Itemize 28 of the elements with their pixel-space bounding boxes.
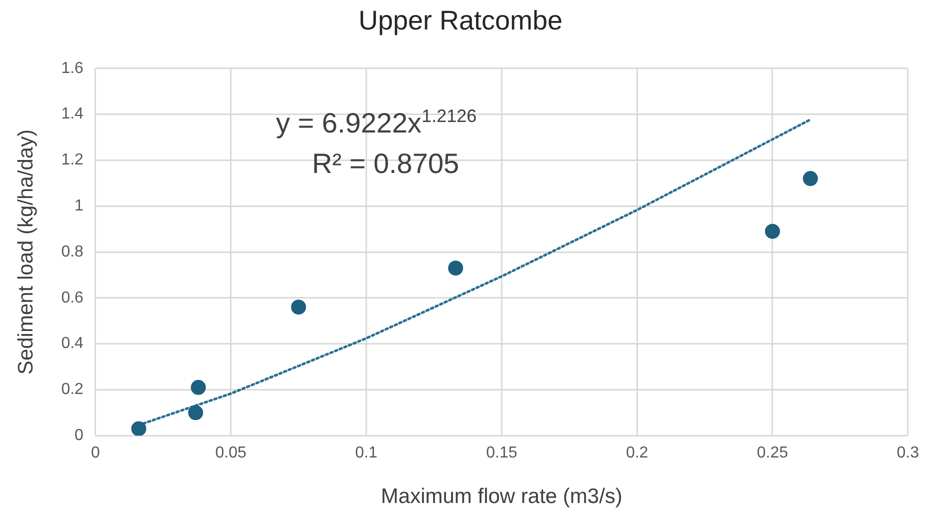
point xyxy=(764,224,780,239)
y-tick-label: 1.2 xyxy=(61,152,84,169)
y-axis-title: Sediment load (kg/ha/day) xyxy=(14,129,38,375)
x-tick-label: 0.15 xyxy=(486,444,518,462)
x-tick-label: 0.2 xyxy=(626,444,648,462)
point xyxy=(131,421,146,436)
point xyxy=(190,380,206,395)
x-tick-label: 0.05 xyxy=(215,444,247,462)
y-tick-label: 1.4 xyxy=(61,106,84,123)
x-tick-label: 0.1 xyxy=(355,444,378,462)
annotation: y = 6.9222x$^{1.2126}$ xyxy=(276,106,477,140)
x-tick-label: 0.25 xyxy=(756,444,788,462)
x-tick-label: 0 xyxy=(90,444,100,462)
y-tick-label: 0.6 xyxy=(61,289,84,306)
x-axis-title: Maximum flow rate (m3/s) xyxy=(380,485,622,508)
y-tick-label: 0 xyxy=(74,427,84,444)
annotation: R² = 0.8705 xyxy=(312,148,460,180)
y-tick-label: 0.2 xyxy=(61,381,84,398)
point xyxy=(188,405,204,420)
chart-title: Upper Ratcombe xyxy=(358,6,563,36)
y-tick-label: 1 xyxy=(74,198,84,215)
y-tick-label: 0.8 xyxy=(61,243,84,260)
y-tick-label: 1.6 xyxy=(61,60,84,77)
x-tick-label: 0.3 xyxy=(896,444,920,462)
point xyxy=(291,300,306,315)
point xyxy=(802,171,818,186)
point xyxy=(448,260,464,276)
y-tick-label: 0.4 xyxy=(61,335,84,352)
